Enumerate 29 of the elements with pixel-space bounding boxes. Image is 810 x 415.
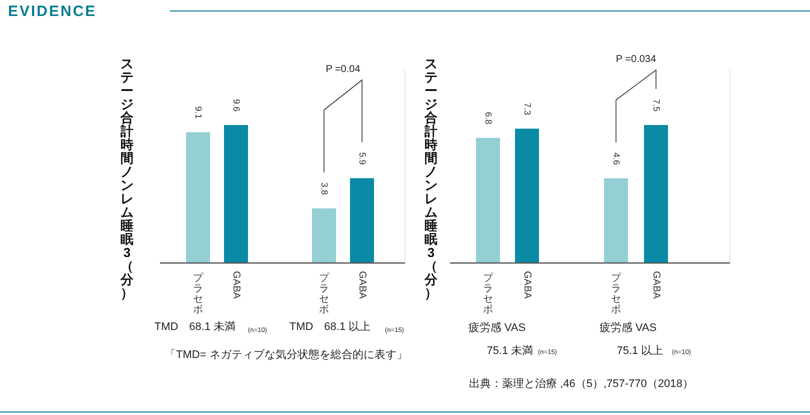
text: 75.1 以上 [616, 344, 664, 357]
text: P =0.04 [326, 64, 361, 75]
text: TMD 68.1 未満 [154, 320, 236, 333]
data-label: 5.9 [358, 152, 368, 165]
text: 疲労感 VAS [468, 321, 526, 334]
data-label: 3.8 [320, 182, 330, 195]
text: ステージ合計時間ノンレム睡眠3（分） [120, 56, 134, 300]
data-label: 7.3 [522, 102, 533, 116]
data-label: 7.5 [652, 99, 662, 112]
chart-title: EVIDENCE [8, 3, 97, 20]
x-tick-label: プラセボ [319, 272, 330, 316]
text: TMD 68.1 以上 [289, 320, 371, 333]
x-tick-label: GABA [230, 271, 242, 300]
x-tick-label: プラセボ [193, 272, 204, 316]
x-tick-label: GABA [650, 271, 662, 300]
data-label: 4.6 [612, 152, 622, 165]
x-tick-label: プラセボ [483, 272, 494, 316]
text: ステージ合計時間ノンレム睡眠3（分） [424, 56, 438, 300]
data-label: 9.6 [232, 99, 242, 112]
text: 疲労感 VAS [599, 321, 657, 334]
text: P =0.034 [616, 54, 656, 65]
x-tick-label: プラセボ [611, 272, 622, 316]
x-tick-label: GABA [356, 271, 368, 300]
text: 「TMD= ネガティブな気分状態を総合的に表す」 [165, 348, 408, 361]
text: 75.1 未満 [486, 344, 534, 357]
data-label: 9.1 [194, 106, 204, 119]
x-tick-label: GABA [521, 271, 532, 300]
source-note: 出典：薬理と治療 ,46（5）,757-770（2018） [469, 377, 694, 390]
data-label: 6.8 [484, 112, 494, 124]
